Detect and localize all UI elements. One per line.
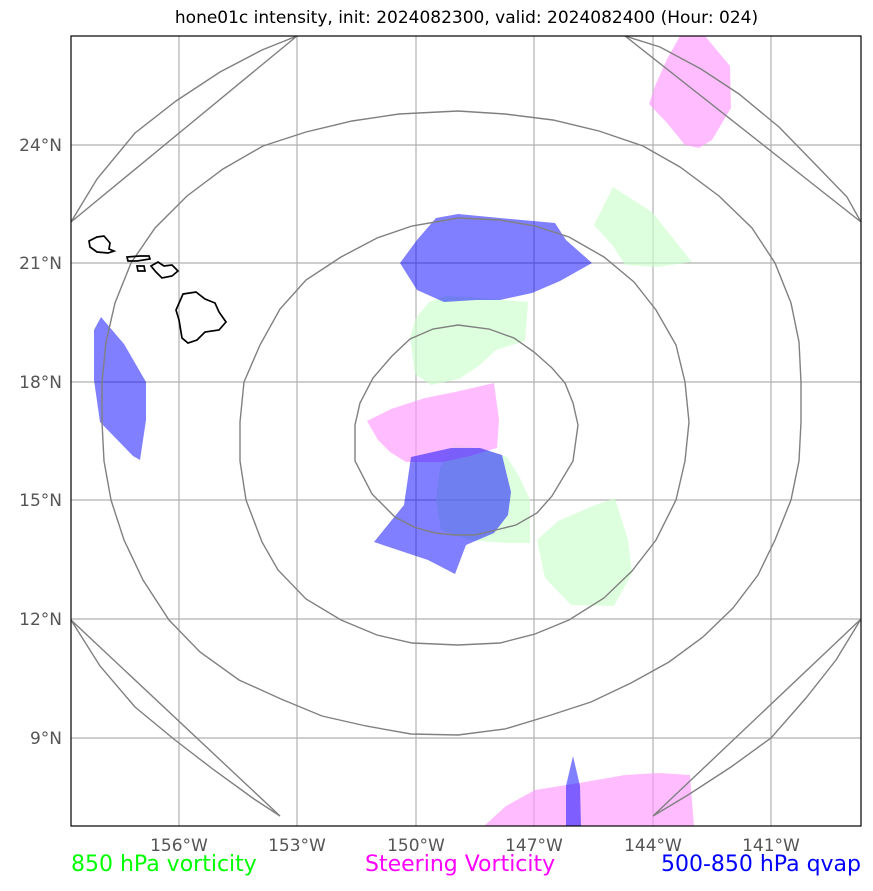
lat-tick-label: 9°N xyxy=(30,729,62,749)
range-ring xyxy=(71,36,298,223)
qvap-patch xyxy=(94,317,146,460)
range-ring xyxy=(101,110,802,736)
vorticity-850-patch xyxy=(594,187,692,267)
legend-850-vorticity: 850 hPa vorticity xyxy=(71,852,257,877)
steering-vorticity-patch xyxy=(649,36,731,148)
island-maui xyxy=(149,261,180,279)
lat-tick-label: 18°N xyxy=(19,373,62,393)
island-hawaii xyxy=(175,291,228,344)
qvap-patch xyxy=(566,756,581,826)
qvap-contours xyxy=(94,214,592,826)
map-title: hone01c intensity, init: 2024082300, val… xyxy=(174,8,759,28)
lat-tick-label: 21°N xyxy=(19,254,62,274)
lon-tick-label: 144°W xyxy=(624,836,682,856)
longitude-labels: 156°W 153°W 150°W 147°W 144°W 141°W xyxy=(150,836,800,856)
lat-tick-label: 24°N xyxy=(19,136,62,156)
vorticity-850-patch xyxy=(537,498,632,606)
steering-vorticity-patch xyxy=(367,383,499,462)
legend-qvap: 500-850 hPa qvap xyxy=(660,852,861,877)
latitude-labels: 24°N 21°N 18°N 15°N 12°N 9°N xyxy=(19,136,62,749)
lat-tick-label: 15°N xyxy=(19,491,62,511)
range-ring xyxy=(624,36,861,223)
steering-vorticity-contours xyxy=(367,36,731,826)
coastline xyxy=(88,235,228,344)
plot-frame xyxy=(70,35,862,827)
lon-tick-label: 153°W xyxy=(268,836,326,856)
steering-vorticity-patch xyxy=(484,773,694,826)
vorticity-850-patch xyxy=(410,296,528,385)
range-ring xyxy=(652,618,861,817)
qvap-patch xyxy=(400,214,592,302)
lat-tick-label: 12°N xyxy=(19,610,62,630)
range-ring xyxy=(239,217,690,646)
lon-tick-label: 141°W xyxy=(742,836,800,856)
range-ring xyxy=(354,324,579,536)
island-oahu-molokai xyxy=(125,255,152,262)
qvap-patch xyxy=(374,448,511,574)
range-rings xyxy=(71,36,861,817)
lon-tick-label: 156°W xyxy=(150,836,208,856)
lon-tick-label: 150°W xyxy=(387,836,445,856)
island-kauai xyxy=(88,235,117,254)
legend-steering-vorticity: Steering Vorticity xyxy=(365,852,556,877)
lon-tick-label: 147°W xyxy=(505,836,563,856)
range-ring xyxy=(71,619,281,817)
island-lanai xyxy=(135,265,147,272)
